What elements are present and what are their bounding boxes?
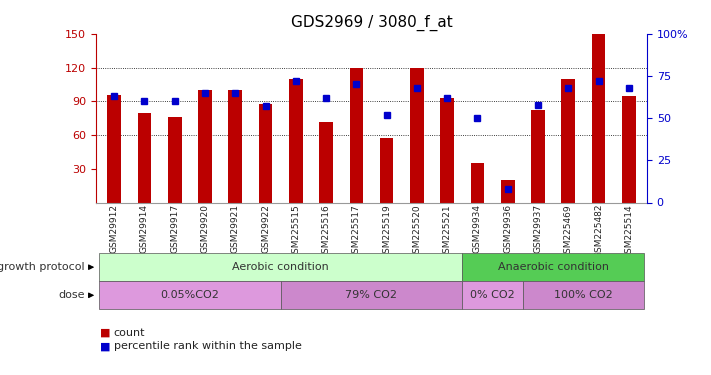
Title: GDS2969 / 3080_f_at: GDS2969 / 3080_f_at	[291, 15, 452, 31]
Text: Aerobic condition: Aerobic condition	[232, 262, 329, 272]
Bar	[562, 79, 575, 203]
Text: 100% CO2: 100% CO2	[554, 290, 613, 300]
Bar	[259, 104, 272, 202]
Bar	[531, 110, 545, 202]
Bar	[138, 112, 151, 202]
Bar	[440, 98, 454, 202]
Bar	[523, 281, 644, 309]
Text: ■: ■	[100, 328, 110, 338]
Bar	[410, 68, 424, 203]
Bar	[99, 253, 462, 281]
Bar	[319, 122, 333, 202]
Text: 0.05%CO2: 0.05%CO2	[161, 290, 219, 300]
Bar	[198, 90, 212, 202]
Bar	[501, 180, 515, 203]
Bar	[622, 96, 636, 202]
Text: percentile rank within the sample: percentile rank within the sample	[114, 341, 301, 351]
Text: Anaerobic condition: Anaerobic condition	[498, 262, 609, 272]
Bar	[471, 163, 484, 202]
Bar	[168, 117, 181, 202]
Bar	[350, 68, 363, 203]
Bar	[289, 79, 303, 203]
Bar	[380, 138, 393, 202]
Bar	[462, 253, 644, 281]
Bar	[99, 281, 281, 309]
Bar	[462, 281, 523, 309]
Bar	[107, 94, 121, 202]
Bar	[592, 34, 605, 203]
Text: growth protocol: growth protocol	[0, 262, 85, 272]
Text: 79% CO2: 79% CO2	[346, 290, 397, 300]
Text: ■: ■	[100, 341, 110, 351]
Text: dose: dose	[58, 290, 85, 300]
Bar	[281, 281, 462, 309]
Text: 0% CO2: 0% CO2	[470, 290, 515, 300]
Text: count: count	[114, 328, 145, 338]
Bar	[228, 90, 242, 202]
